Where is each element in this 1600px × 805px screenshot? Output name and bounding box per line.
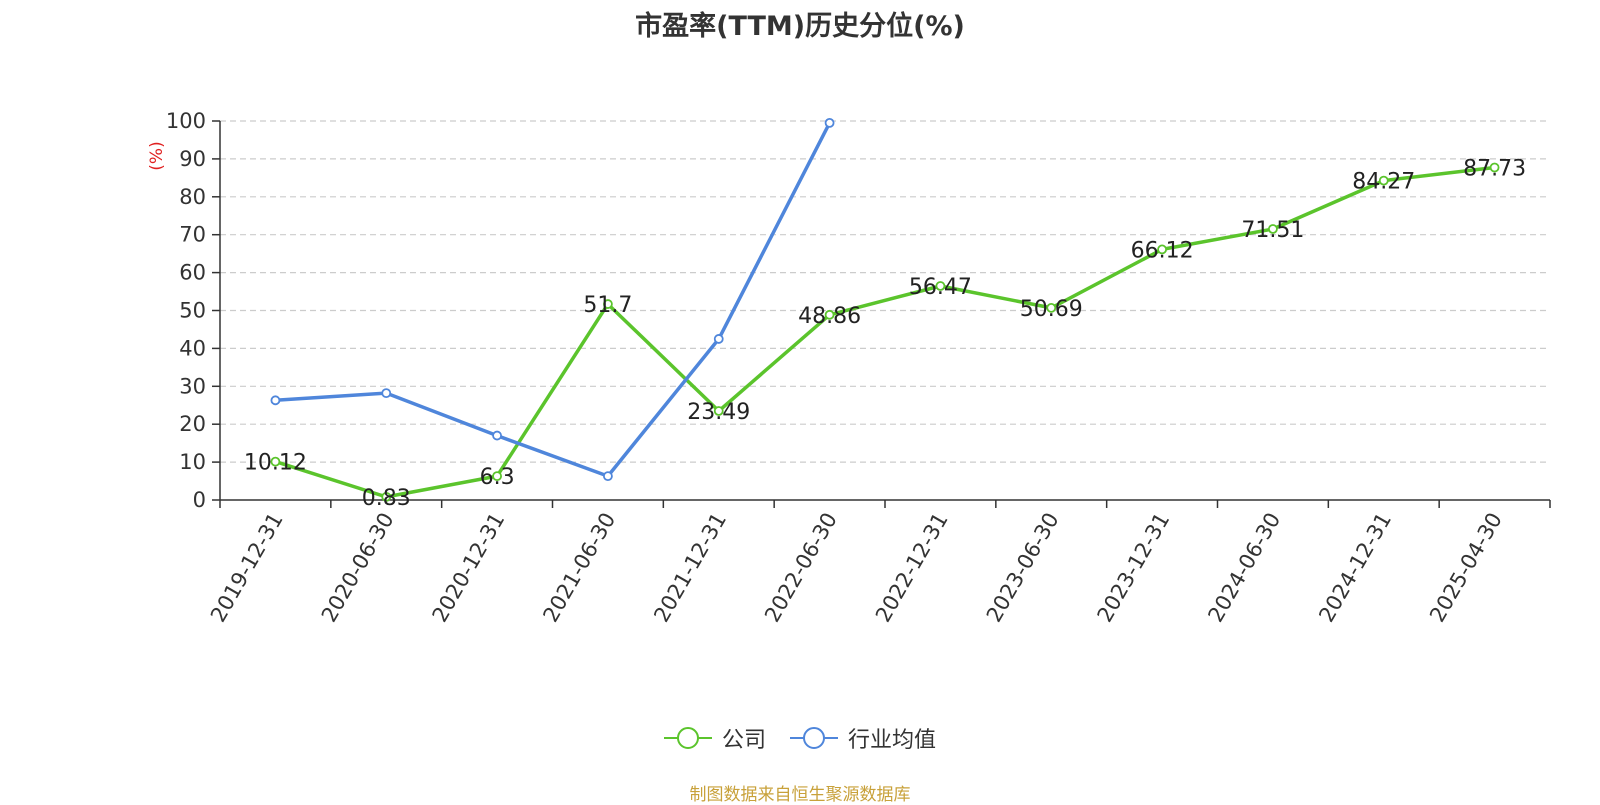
data-point-company [1268, 224, 1278, 234]
data-point-company [1378, 175, 1389, 186]
y-tick-label: 70 [179, 223, 206, 247]
data-label: 48.86 [798, 304, 861, 329]
y-tick-label: 80 [179, 185, 206, 209]
y-tick-label: 30 [179, 374, 206, 398]
data-point-company [603, 299, 613, 309]
data-label: 23.49 [687, 400, 750, 425]
x-tick-label: 2021-06-30 [538, 509, 620, 627]
data-point-industry-average [270, 395, 281, 406]
data-point-industry-average [603, 471, 613, 482]
series-line-company [274, 165, 1495, 499]
y-tick-label: 0 [193, 488, 206, 512]
data-label: 84.27 [1352, 170, 1415, 195]
data-point-industry-average [381, 388, 392, 399]
x-tick-label: 2024-06-30 [1203, 509, 1285, 627]
data-label: 51.7 [583, 293, 632, 318]
y-tick-label: 100 [166, 109, 206, 133]
x-tick-label: 2024-12-31 [1314, 509, 1396, 627]
y-tick-label: 20 [179, 412, 206, 436]
data-label: 10.12 [244, 451, 307, 476]
data-label: 87.73 [1463, 157, 1526, 182]
x-tick-label: 2023-12-31 [1093, 509, 1175, 627]
data-point-company [1046, 302, 1057, 313]
data-source-note: 制图数据来自恒生聚源数据库 [689, 785, 911, 805]
x-tick-label: 2019-12-31 [206, 509, 288, 627]
data-label: 66.12 [1131, 238, 1194, 263]
x-tick-label: 2020-06-30 [317, 509, 399, 627]
chart-title: 市盈率(TTM)历史分位(%) [635, 11, 965, 42]
legend-company-label: 公司 [721, 728, 766, 753]
data-point-company [492, 471, 502, 482]
data-point-company [1489, 162, 1500, 173]
legend-industry-marker [790, 727, 838, 749]
x-tick-label: 2025-04-30 [1425, 509, 1507, 627]
legend-industry-label: 行业均值 [848, 728, 937, 753]
x-tick-label: 2022-12-31 [871, 509, 953, 627]
x-tick-label: 2021-12-31 [649, 509, 731, 627]
y-tick-label: 60 [179, 261, 206, 285]
data-point-industry-average [713, 334, 724, 344]
legend-company-marker [663, 727, 712, 749]
data-point-industry-average [492, 430, 502, 441]
data-label: 0.83 [362, 486, 411, 511]
data-label: 71.51 [1241, 218, 1304, 243]
legend-item-industry-average[interactable]: 行业均值 [790, 722, 936, 754]
y-axis-label: (%) [147, 141, 167, 170]
data-point-company [270, 456, 281, 467]
data-point-company [824, 309, 835, 320]
data-label: 6.3 [480, 465, 515, 490]
x-tick-label: 2022-06-30 [760, 509, 842, 627]
legend-item-company[interactable]: 公司 [663, 722, 766, 754]
chart-legend: 公司 行业均值 [0, 722, 1600, 754]
data-point-company [1157, 244, 1167, 255]
data-label: 56.47 [909, 275, 972, 300]
y-tick-label: 10 [179, 450, 206, 474]
data-point-company [713, 406, 724, 416]
data-point-industry-average [824, 117, 835, 128]
data-point-company [381, 491, 392, 502]
data-point-company [935, 281, 946, 291]
x-tick-label: 2023-06-30 [982, 509, 1064, 627]
y-tick-label: 50 [179, 299, 206, 323]
x-tick-label: 2020-12-31 [428, 509, 510, 627]
y-tick-label: 90 [179, 147, 206, 171]
data-label: 50.69 [1020, 297, 1083, 322]
y-tick-label: 40 [179, 336, 206, 360]
series-line-industry-average [275, 122, 832, 478]
